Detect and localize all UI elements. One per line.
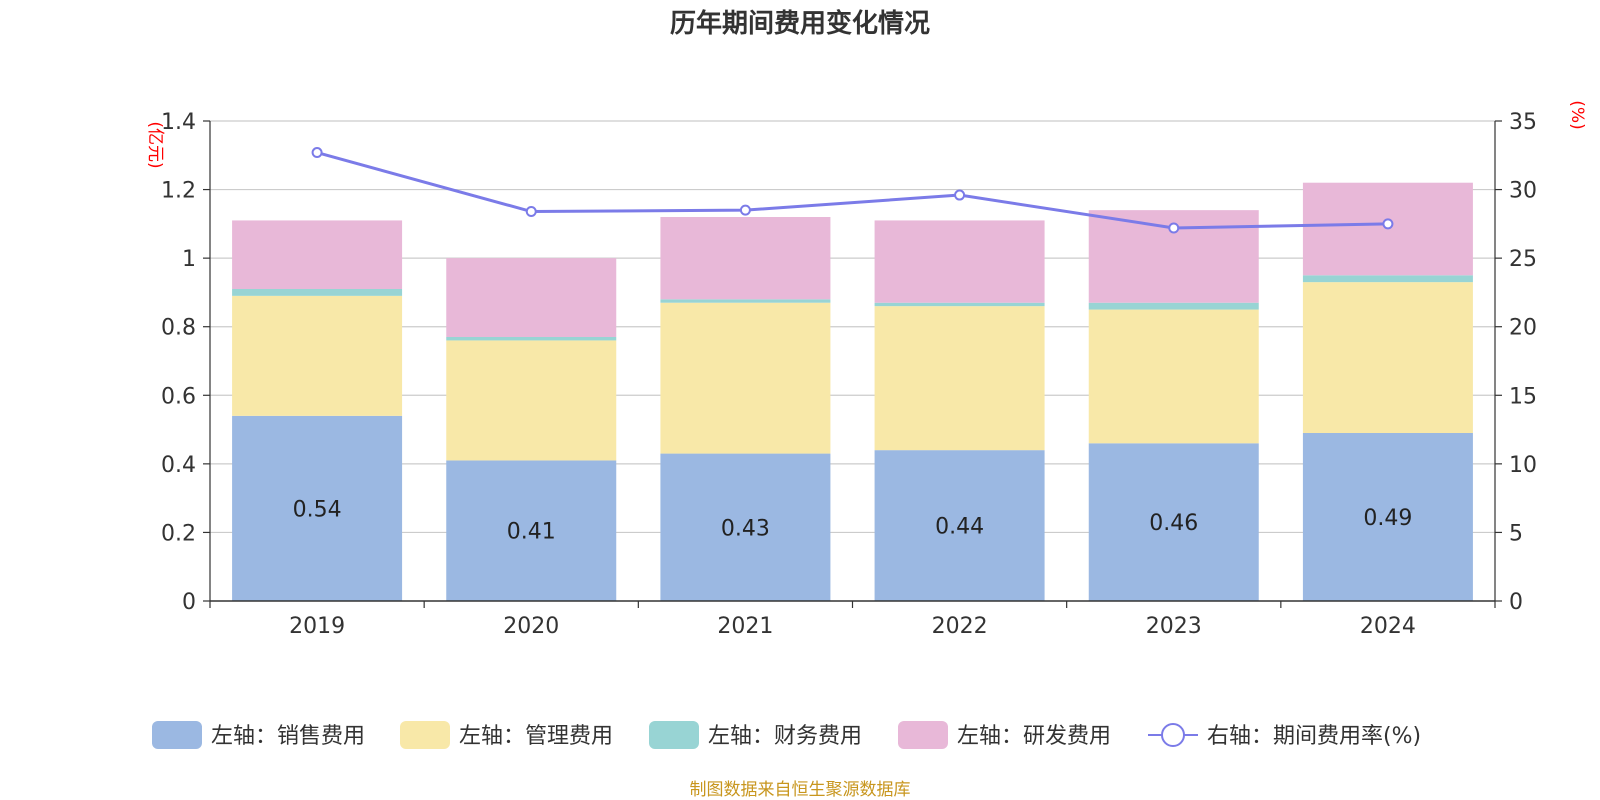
bar-segment <box>446 337 617 341</box>
right-axis-tick-label: 30 <box>1509 179 1537 204</box>
bar-segment <box>446 340 617 461</box>
x-axis-tick-label: 2019 <box>289 614 345 639</box>
bar-segment <box>1302 433 1473 601</box>
left-axis-tick-label: 0 <box>182 590 196 615</box>
bar-segment <box>1302 282 1473 433</box>
bar-value-label: 0.43 <box>721 516 770 541</box>
legend-label: 右轴：期间费用率(%) <box>1207 724 1421 749</box>
legend-swatch <box>400 721 450 749</box>
right-axis-tick-label: 0 <box>1509 590 1523 615</box>
legend-swatch <box>152 721 202 749</box>
rate-line-point <box>954 189 966 201</box>
left-axis-tick-label: 0.6 <box>161 384 196 409</box>
x-axis-tick-label: 2020 <box>503 614 559 639</box>
legend: 左轴：销售费用 左轴：管理费用 左轴：财务费用 左轴：研发费用 右轴：期间费用率(%) <box>152 721 1421 749</box>
bar-segment <box>874 306 1045 451</box>
legend-marker <box>1161 723 1185 747</box>
rate-line <box>311 147 1394 234</box>
x-axis-tick-label: 2023 <box>1146 614 1202 639</box>
rate-line-path <box>316 151 1388 230</box>
bar-value-label: 0.44 <box>935 515 984 540</box>
left-axis-tick-label: 1.2 <box>161 179 196 204</box>
bar-segment <box>232 289 403 296</box>
bar-segment <box>1088 309 1259 444</box>
legend-label: 左轴：销售费用 <box>211 724 365 749</box>
left-axis-tick-label: 1.4 <box>161 110 196 135</box>
left-axis-tick-label: 1 <box>182 247 196 272</box>
bar-segment <box>660 453 831 601</box>
axes: 0 0.2 0.4 0.6 0.8 1 1.2 1.4 0 5 10 15 20 25 30 35 2019 20… <box>161 110 1537 639</box>
x-axis-tick-label: 2021 <box>717 614 773 639</box>
x-axis-tick-label: 2024 <box>1360 614 1416 639</box>
bar-segment <box>1088 302 1259 310</box>
bar-segment <box>660 217 831 300</box>
bar-segment <box>874 302 1045 307</box>
right-axis-tick-label: 15 <box>1509 384 1537 409</box>
right-axis-tick-label: 25 <box>1509 247 1537 272</box>
legend-label: 左轴：管理费用 <box>459 724 613 749</box>
left-axis-tick-label: 0.8 <box>161 316 196 341</box>
bar-value-label: 0.46 <box>1149 511 1198 536</box>
right-axis-tick-label: 20 <box>1509 316 1537 341</box>
bar-segment <box>874 450 1045 601</box>
gridlines <box>210 120 1495 534</box>
bar-segment <box>446 460 617 601</box>
bar-value-label: 0.54 <box>293 497 342 522</box>
bar-segment <box>660 302 831 454</box>
bar-segment <box>232 415 403 601</box>
bar-segment <box>446 258 617 337</box>
right-axis-tick-label: 5 <box>1509 521 1523 546</box>
bar-labels: 0.54 0.41 0.43 0.44 0.46 0.49 <box>293 497 1413 544</box>
bar-segment <box>1302 275 1473 283</box>
right-axis-unit: (%) <box>1567 100 1587 129</box>
bar-value-label: 0.41 <box>507 520 556 545</box>
bars <box>232 182 1473 601</box>
bar-segment <box>232 220 403 289</box>
rate-line-point <box>311 147 323 159</box>
rate-line-point <box>525 206 537 218</box>
legend-swatch <box>898 721 948 749</box>
data-source-note: 制图数据来自恒生聚源数据库 <box>690 780 911 800</box>
left-axis-unit: (亿元) <box>145 121 165 168</box>
bar-value-label: 0.49 <box>1363 506 1412 531</box>
rate-line-point <box>739 204 751 216</box>
right-axis-tick-label: 35 <box>1509 110 1537 135</box>
left-axis-tick-label: 0.4 <box>161 453 196 478</box>
rate-line-point <box>1382 218 1394 230</box>
rate-line-point <box>1168 222 1180 234</box>
bar-segment <box>660 299 831 303</box>
legend-label: 左轴：财务费用 <box>708 724 862 749</box>
x-axis-tick-label: 2022 <box>932 614 988 639</box>
bar-segment <box>874 220 1045 303</box>
bar-segment <box>232 295 403 416</box>
bar-segment <box>1088 443 1259 601</box>
right-axis-tick-label: 10 <box>1509 453 1537 478</box>
legend-swatch <box>649 721 699 749</box>
left-axis-tick-label: 0.2 <box>161 521 196 546</box>
legend-label: 左轴：研发费用 <box>957 724 1111 749</box>
chart-title: 历年期间费用变化情况 <box>670 8 930 39</box>
